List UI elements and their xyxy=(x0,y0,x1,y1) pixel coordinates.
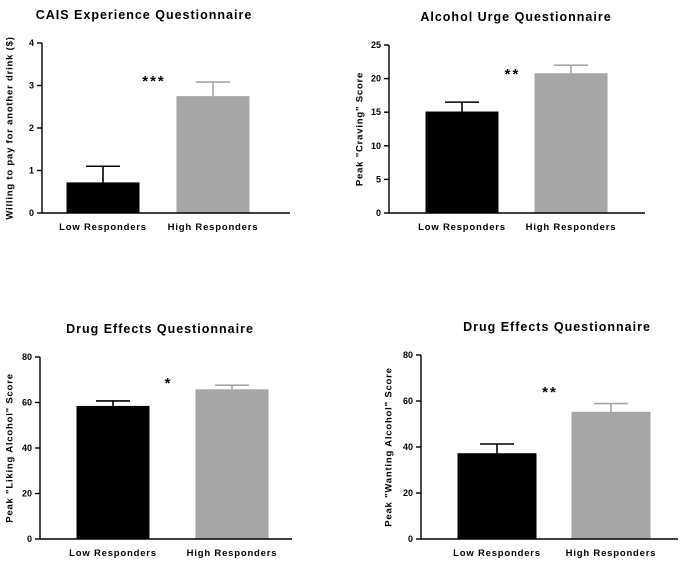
bar-high-responders xyxy=(534,73,608,213)
bar-high-responders xyxy=(195,389,269,539)
x-category-label: High Responders xyxy=(187,548,278,559)
panel-deq-liking: Drug Effects Questionnaire Peak "Liking A… xyxy=(5,322,292,559)
bar-high-responders xyxy=(571,411,651,539)
x-category-label: High Responders xyxy=(526,222,617,233)
error-bar-low-responders xyxy=(86,165,120,183)
y-axis-label: Peak "Liking Alcohol" Score xyxy=(5,373,16,523)
panel-aq-craving: Alcohol Urge Questionnaire Peak "Craving"… xyxy=(355,10,645,233)
y-tick-label: 25 xyxy=(371,40,381,50)
x-category-label: Low Responders xyxy=(59,222,147,233)
y-tick-label: 4 xyxy=(29,38,34,48)
significance-marker: * xyxy=(165,375,173,392)
y-axis-label: Willing to pay for another drink ($) xyxy=(5,36,16,219)
y-tick-label: 15 xyxy=(371,107,381,117)
bar-low-responders xyxy=(457,453,537,539)
error-bar-high-responders xyxy=(554,64,588,74)
x-category-label: Low Responders xyxy=(418,222,506,233)
error-bar-low-responders xyxy=(96,400,130,406)
significance-marker: *** xyxy=(142,73,166,90)
significance-marker: ** xyxy=(542,384,558,401)
y-tick-label: 0 xyxy=(376,208,381,218)
x-category-label: High Responders xyxy=(566,548,657,559)
y-tick-label: 0 xyxy=(27,534,32,544)
panel-cais-willing-to-pay: CAIS Experience Questionnaire Willing to … xyxy=(5,8,290,233)
bar-low-responders xyxy=(66,182,140,213)
y-tick-label: 80 xyxy=(403,350,413,360)
y-tick-label: 0 xyxy=(408,534,413,544)
y-tick-label: 20 xyxy=(371,74,381,84)
error-bar-high-responders xyxy=(196,81,230,97)
panel-deq-wanting: Drug Effects Questionnaire Peak "Wanting … xyxy=(384,320,678,559)
y-tick-label: 0 xyxy=(29,208,34,218)
error-bar-low-responders xyxy=(445,101,479,112)
y-tick-label: 40 xyxy=(403,442,413,452)
y-tick-label: 10 xyxy=(371,141,381,151)
y-tick-label: 60 xyxy=(403,396,413,406)
y-tick-label: 20 xyxy=(403,488,413,498)
bar-high-responders xyxy=(176,96,250,213)
x-category-label: Low Responders xyxy=(453,548,541,559)
chart-title: Alcohol Urge Questionnaire xyxy=(420,10,611,24)
bar-low-responders xyxy=(425,111,499,213)
error-bar-low-responders xyxy=(480,443,514,454)
y-tick-label: 2 xyxy=(29,123,34,133)
y-tick-label: 60 xyxy=(22,398,32,408)
chart-title: Drug Effects Questionnaire xyxy=(463,320,651,334)
y-tick-label: 80 xyxy=(22,352,32,362)
error-bar-high-responders xyxy=(215,384,249,390)
error-bar-high-responders xyxy=(594,402,628,412)
y-tick-label: 20 xyxy=(22,489,32,499)
y-tick-label: 1 xyxy=(29,166,34,176)
chart-title: Drug Effects Questionnaire xyxy=(66,322,254,336)
y-axis-label: Peak "Wanting Alcohol" Score xyxy=(384,367,395,527)
y-axis-label: Peak "Craving" Score xyxy=(355,72,366,186)
y-tick-label: 5 xyxy=(376,174,381,184)
chart-title: CAIS Experience Questionnaire xyxy=(36,8,253,22)
bar-low-responders xyxy=(76,405,150,539)
y-tick-label: 3 xyxy=(29,81,34,91)
y-tick-label: 40 xyxy=(22,443,32,453)
x-category-label: Low Responders xyxy=(69,548,157,559)
significance-marker: ** xyxy=(505,66,521,83)
x-category-label: High Responders xyxy=(168,222,259,233)
